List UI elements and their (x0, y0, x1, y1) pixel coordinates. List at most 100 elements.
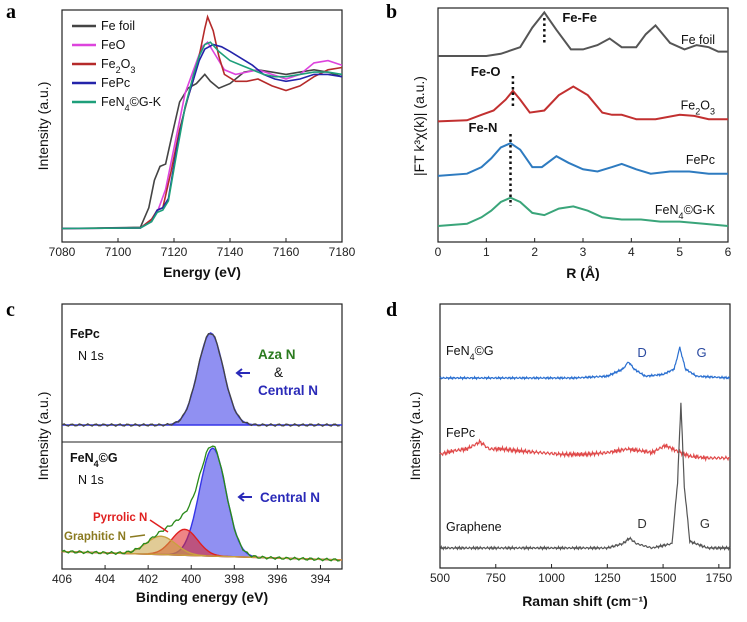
panel-c-x-ticks: 406 404 402 400 398 396 394 (52, 565, 331, 586)
panel-a-legend-label-feo: FeO (101, 38, 126, 52)
panel-b-x-tick-label-2: 2 (531, 245, 538, 259)
panel-b-x-tick-label-0: 0 (435, 245, 442, 259)
panel-d-series-label-fen4-g: FeN4©G (446, 344, 494, 362)
panel-b-annotation-fe-fe: Fe-Fe (562, 10, 597, 25)
panel-c-label-pyrrolic-n: Pyrrolic N (93, 512, 147, 524)
panel-c-x-tick-label-398: 398 (224, 572, 244, 586)
panel-b-series-label-fe2o3: Fe2O3 (681, 98, 715, 116)
panel-b-annotation-fe-n: Fe-N (469, 120, 498, 135)
panel-d-fen4-g-peak-d: D (637, 345, 646, 360)
panel-c-fen4-g-envelope (61, 445, 340, 562)
panel-d-x-tick-label-1000: 1000 (538, 571, 565, 585)
panel-c-y-label: Intensity (a.u.) (35, 392, 51, 481)
panel-a-x-tick-label-7120: 7120 (161, 245, 188, 259)
panel-d-x-label: Raman shift (cm⁻¹) (522, 593, 648, 609)
panel-label-d: d (386, 299, 397, 321)
panel-c-label-ampersand: & (274, 365, 283, 380)
panel-d-x-tick-label-1750: 1750 (705, 571, 732, 585)
panel-c-label-graphitic-n: Graphitic N (64, 531, 126, 543)
panel-d-x-tick-label-1250: 1250 (594, 571, 621, 585)
panel-c-arrow-pyrrolic (149, 519, 169, 533)
panel-b-x-tick-label-4: 4 (628, 245, 635, 259)
panel-d: d FeN4©G D G FePc Graphene D G 500 750 1000 1250 1… (386, 299, 733, 609)
panel-c-fepc-peak-central-n (62, 332, 342, 426)
panel-label-b: b (386, 1, 397, 23)
panel-b-x-ticks: 0 1 2 3 4 5 6 (435, 238, 732, 259)
panel-d-series-label-graphene: Graphene (446, 520, 502, 534)
panel-a-legend-label-fepc: FePc (101, 76, 130, 90)
panel-a-x-tick-label-7180: 7180 (329, 245, 356, 259)
panel-c-x-tick-label-394: 394 (310, 572, 330, 586)
panel-d-fen4-g-peak-g: G (697, 345, 707, 360)
panel-d-x-tick-label-750: 750 (486, 571, 506, 585)
panel-a-line-fen4-g-k (61, 41, 343, 230)
panel-d-line-fepc (439, 438, 731, 463)
panel-c-x-tick-label-404: 404 (95, 572, 115, 586)
panel-c: c FePc N 1s FeN4©G N 1s Aza N & Central N Centr… (6, 299, 343, 605)
panel-a-legend-label-fe-foil: Fe foil (101, 19, 135, 33)
panel-c-label-central-n-fen4g: Central N (260, 490, 320, 505)
panel-c-fepc-sample-label: FePc (70, 327, 100, 341)
panel-c-arrow-fen4g (237, 492, 252, 502)
panel-b-line-fe-foil (438, 10, 728, 57)
panel-a-x-tick-label-7080: 7080 (49, 245, 76, 259)
panel-c-peaks: FePc N 1s FeN4©G N 1s Aza N & Central N Central… (61, 327, 343, 562)
panel-c-fepc-envelope (61, 332, 340, 427)
panel-c-x-tick-label-400: 400 (181, 572, 201, 586)
panel-b-x-tick-label-5: 5 (676, 245, 683, 259)
panel-a-x-ticks: 7080 7100 7120 7140 7160 7180 (49, 238, 356, 259)
panel-b-series-label-fe-foil: Fe foil (681, 33, 715, 47)
panel-b-series: Fe foil Fe2O3 FePc FeN4©G-K (437, 10, 729, 227)
panel-c-arrow-graphitic (129, 534, 146, 538)
panel-b-line-fe2o3 (437, 85, 728, 123)
panel-b: b Fe foil Fe2O3 FePc FeN4©G-K 0 1 2 3 4 5 6 Fe-Fe… (386, 1, 732, 281)
panel-a-x-tick-label-7140: 7140 (217, 245, 244, 259)
panel-a-legend-label-fen4-g-k: FeN4©G-K (101, 95, 162, 113)
panel-b-x-tick-label-3: 3 (580, 245, 587, 259)
panel-c-fen4-g-sample-label: FeN4©G (70, 451, 118, 469)
panel-b-annotation-fe-o: Fe-O (471, 64, 501, 79)
panel-a-y-label: Intensity (a.u.) (35, 82, 51, 171)
panel-c-x-tick-label-402: 402 (138, 572, 158, 586)
panel-c-label-central-n-fepc: Central N (258, 383, 318, 398)
panel-b-x-label: R (Å) (566, 265, 599, 281)
panel-c-arrow-fepc (235, 368, 250, 378)
panel-b-x-tick-label-6: 6 (725, 245, 732, 259)
panel-c-frame (61, 303, 343, 570)
panel-c-label-aza-n: Aza N (258, 347, 296, 362)
panel-d-frame (439, 303, 731, 569)
panel-b-y-label: |FT k³χ(k)| (a.u.) (411, 76, 427, 176)
panel-a-x-tick-label-7100: 7100 (105, 245, 132, 259)
panel-c-fepc-core-level-label: N 1s (78, 349, 104, 363)
panel-d-series-label-fepc: FePc (446, 426, 475, 440)
panel-label-c: c (6, 299, 15, 321)
panel-d-line-fen4-g (439, 346, 731, 381)
panel-a-x-label: Energy (eV) (163, 264, 241, 280)
panel-a-series (61, 14, 343, 230)
panel-d-x-tick-label-1500: 1500 (650, 571, 677, 585)
panel-c-x-tick-label-396: 396 (267, 572, 287, 586)
panel-b-x-tick-label-1: 1 (483, 245, 490, 259)
panel-a-frame (61, 9, 343, 243)
panel-d-graphene-peak-g: G (700, 516, 710, 531)
panel-b-line-fepc (437, 142, 728, 177)
panel-a-legend-label-fe2o3: Fe2O3 (101, 57, 135, 75)
panel-d-x-ticks: 500 750 1000 1250 1500 1750 (430, 564, 733, 585)
panel-c-x-label: Binding energy (eV) (136, 589, 268, 605)
panel-d-x-tick-label-500: 500 (430, 571, 450, 585)
panel-b-series-label-fepc: FePc (686, 153, 715, 167)
panel-d-line-graphene (439, 402, 731, 551)
panel-a: a 7080 7100 7120 7140 7160 7180 Fe foil FeO Fe2… (6, 1, 356, 280)
panel-b-series-label-fen4-g-k: FeN4©G-K (655, 203, 716, 221)
panel-d-y-label: Intensity (a.u.) (407, 392, 423, 481)
panel-b-line-fen4-g-k (437, 196, 729, 227)
panel-d-series: FeN4©G D G FePc Graphene D G (439, 344, 731, 551)
panel-c-fen4-g-core-level-label: N 1s (78, 473, 104, 487)
panel-label-a: a (6, 1, 16, 23)
panel-d-graphene-peak-d: D (637, 516, 646, 531)
panel-a-x-tick-label-7160: 7160 (273, 245, 300, 259)
panel-a-line-fe-foil (61, 68, 343, 230)
panel-c-x-tick-label-406: 406 (52, 572, 72, 586)
